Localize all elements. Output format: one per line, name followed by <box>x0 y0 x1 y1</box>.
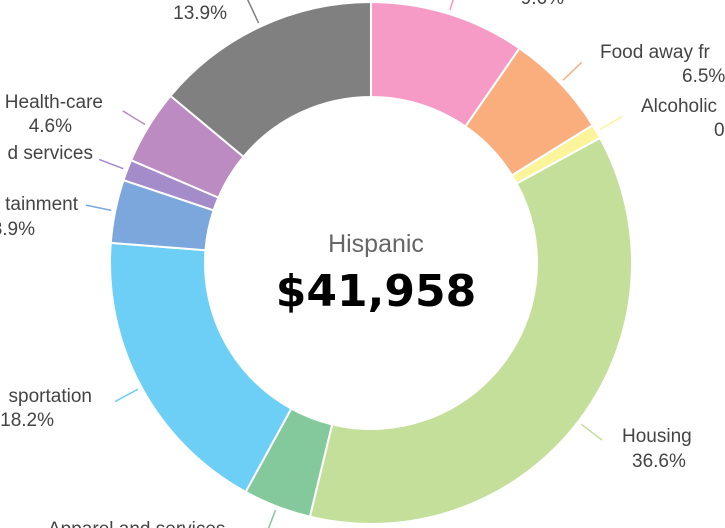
slice-label-alcoholic: Alcoholic <box>641 96 717 117</box>
center-value: $41,958 <box>276 266 476 317</box>
slice-label-entertainment: tainment <box>5 194 79 215</box>
slice-label-housing: Housing <box>622 426 692 447</box>
leader-line <box>114 388 139 403</box>
center-label: Hispanic <box>328 230 424 258</box>
donut-slice-housing <box>308 136 633 525</box>
slice-label-apparel: Apparel and services <box>48 519 225 528</box>
slice-value-transportation: 18.2% <box>0 410 54 431</box>
slice-label-health-care: Health-care <box>5 92 103 113</box>
slice-value-housing: 36.6% <box>632 451 686 472</box>
leader-line <box>267 509 277 528</box>
leader-line <box>562 61 583 81</box>
slice-label-personal-care: d services <box>7 143 93 164</box>
donut-slice-other <box>169 0 372 159</box>
slice-value-entertainment: 3.9% <box>0 219 35 240</box>
donut-slices <box>109 0 633 525</box>
slice-value-health-care: 4.6% <box>29 116 72 137</box>
slice-value-food-away: 6.5% <box>682 66 725 87</box>
slice-value-food-at-home: 9.6% <box>521 0 564 9</box>
leader-line <box>98 158 124 170</box>
slice-value-alcoholic: 0.9% <box>714 120 725 141</box>
leader-line <box>122 110 146 126</box>
leader-line <box>85 204 112 212</box>
leader-line <box>449 0 454 11</box>
slice-label-food-away: Food away fr <box>600 42 710 63</box>
donut-slice-transportation <box>109 241 293 494</box>
slice-value-other: 13.9% <box>173 3 227 24</box>
leader-line <box>247 0 260 24</box>
leader-line <box>580 423 603 441</box>
leader-line <box>599 115 623 131</box>
leader-lines <box>85 0 623 528</box>
slice-label-transportation: sportation <box>9 386 92 407</box>
